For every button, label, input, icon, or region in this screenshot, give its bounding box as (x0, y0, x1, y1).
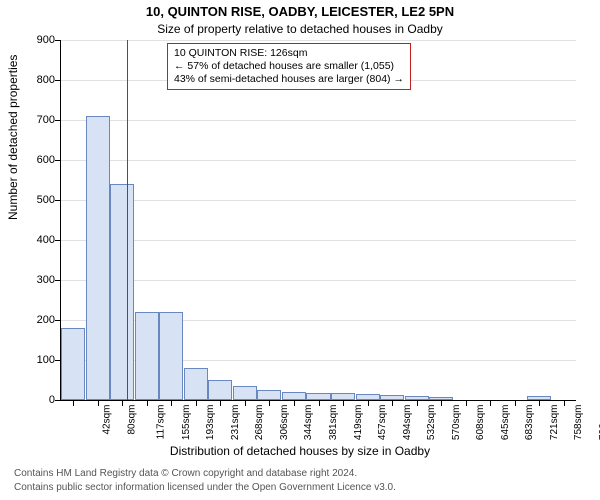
chart-container: 10, QUINTON RISE, OADBY, LEICESTER, LE2 … (0, 0, 600, 500)
footer-line-2: Contains public sector information licen… (14, 481, 396, 495)
x-axis-label: Distribution of detached houses by size … (0, 444, 600, 458)
x-tick (98, 400, 99, 406)
x-tick-label: 117sqm (156, 405, 167, 440)
footer-attribution: Contains HM Land Registry data © Crown c… (14, 467, 396, 494)
x-tick (466, 400, 467, 406)
x-tick (515, 400, 516, 406)
gridline (61, 200, 576, 201)
y-tick-label: 200 (19, 314, 55, 326)
y-tick-label: 400 (19, 234, 55, 246)
title-subtitle: Size of property relative to detached ho… (0, 22, 600, 36)
y-tick-label: 600 (19, 154, 55, 166)
x-tick-label: 268sqm (254, 405, 265, 441)
property-marker-line (127, 40, 128, 400)
x-tick (269, 400, 270, 406)
x-tick-label: 231sqm (230, 405, 241, 441)
annotation-box: 10 QUINTON RISE: 126sqm← 57% of detached… (167, 43, 411, 90)
x-tick-label: 155sqm (181, 405, 192, 441)
x-tick-label: 344sqm (304, 405, 315, 441)
histogram-bar (110, 184, 134, 400)
x-tick-label: 608sqm (475, 405, 486, 441)
histogram-bar (159, 312, 183, 400)
y-tick (55, 160, 61, 161)
histogram-bar (233, 386, 257, 400)
histogram-bar (61, 328, 85, 400)
x-tick-label: 42sqm (102, 405, 113, 435)
y-tick-label: 800 (19, 74, 55, 86)
x-tick (368, 400, 369, 406)
x-tick-label: 532sqm (426, 405, 437, 441)
x-tick (441, 400, 442, 406)
histogram-bar (135, 312, 159, 400)
x-tick (490, 400, 491, 406)
histogram-bar (184, 368, 208, 400)
y-tick-label: 100 (19, 354, 55, 366)
x-tick-label: 645sqm (500, 405, 511, 441)
annotation-line: 43% of semi-detached houses are larger (… (174, 73, 404, 86)
y-axis-label: Number of detached properties (6, 55, 20, 220)
x-tick (539, 400, 540, 406)
histogram-bar (257, 390, 281, 400)
x-tick (343, 400, 344, 406)
gridline (61, 40, 576, 41)
gridline (61, 240, 576, 241)
x-tick (245, 400, 246, 406)
title-address: 10, QUINTON RISE, OADBY, LEICESTER, LE2 … (0, 4, 600, 19)
x-tick-label: 457sqm (377, 405, 388, 441)
x-tick (220, 400, 221, 406)
y-tick (55, 360, 61, 361)
x-tick (319, 400, 320, 406)
footer-line-1: Contains HM Land Registry data © Crown c… (14, 467, 396, 481)
gridline (61, 280, 576, 281)
x-tick-label: 419sqm (353, 405, 364, 441)
x-tick (73, 400, 74, 406)
x-tick (171, 400, 172, 406)
x-tick (392, 400, 393, 406)
y-tick-label: 900 (19, 34, 55, 46)
y-tick-label: 300 (19, 274, 55, 286)
histogram-bar (208, 380, 232, 400)
y-tick (55, 240, 61, 241)
y-tick (55, 400, 61, 401)
x-tick-label: 193sqm (205, 405, 216, 441)
x-tick (564, 400, 565, 406)
y-tick (55, 40, 61, 41)
histogram-bar (86, 116, 110, 400)
y-tick (55, 280, 61, 281)
x-tick-label: 306sqm (279, 405, 290, 441)
x-tick-label: 683sqm (524, 405, 535, 441)
y-tick (55, 120, 61, 121)
histogram-bar (331, 393, 355, 400)
y-tick-label: 0 (19, 394, 55, 406)
x-tick-label: 494sqm (402, 405, 413, 441)
y-tick (55, 320, 61, 321)
x-tick-label: 758sqm (573, 405, 584, 441)
x-tick-label: 80sqm (126, 405, 137, 435)
x-tick-label: 381sqm (328, 405, 339, 441)
x-tick (147, 400, 148, 406)
annotation-line: 10 QUINTON RISE: 126sqm (174, 47, 404, 60)
x-tick (122, 400, 123, 406)
x-tick (196, 400, 197, 406)
y-tick-label: 700 (19, 114, 55, 126)
annotation-line: ← 57% of detached houses are smaller (1,… (174, 60, 404, 73)
gridline (61, 160, 576, 161)
x-tick-label: 721sqm (549, 405, 560, 441)
histogram-bar (306, 393, 330, 400)
x-tick-label: 570sqm (451, 405, 462, 441)
x-tick (294, 400, 295, 406)
y-tick-label: 500 (19, 194, 55, 206)
y-tick (55, 80, 61, 81)
gridline (61, 120, 576, 121)
histogram-bar (282, 392, 306, 400)
x-tick (417, 400, 418, 406)
plot-area: 010020030040050060070080090042sqm80sqm11… (60, 40, 576, 401)
y-tick (55, 200, 61, 201)
